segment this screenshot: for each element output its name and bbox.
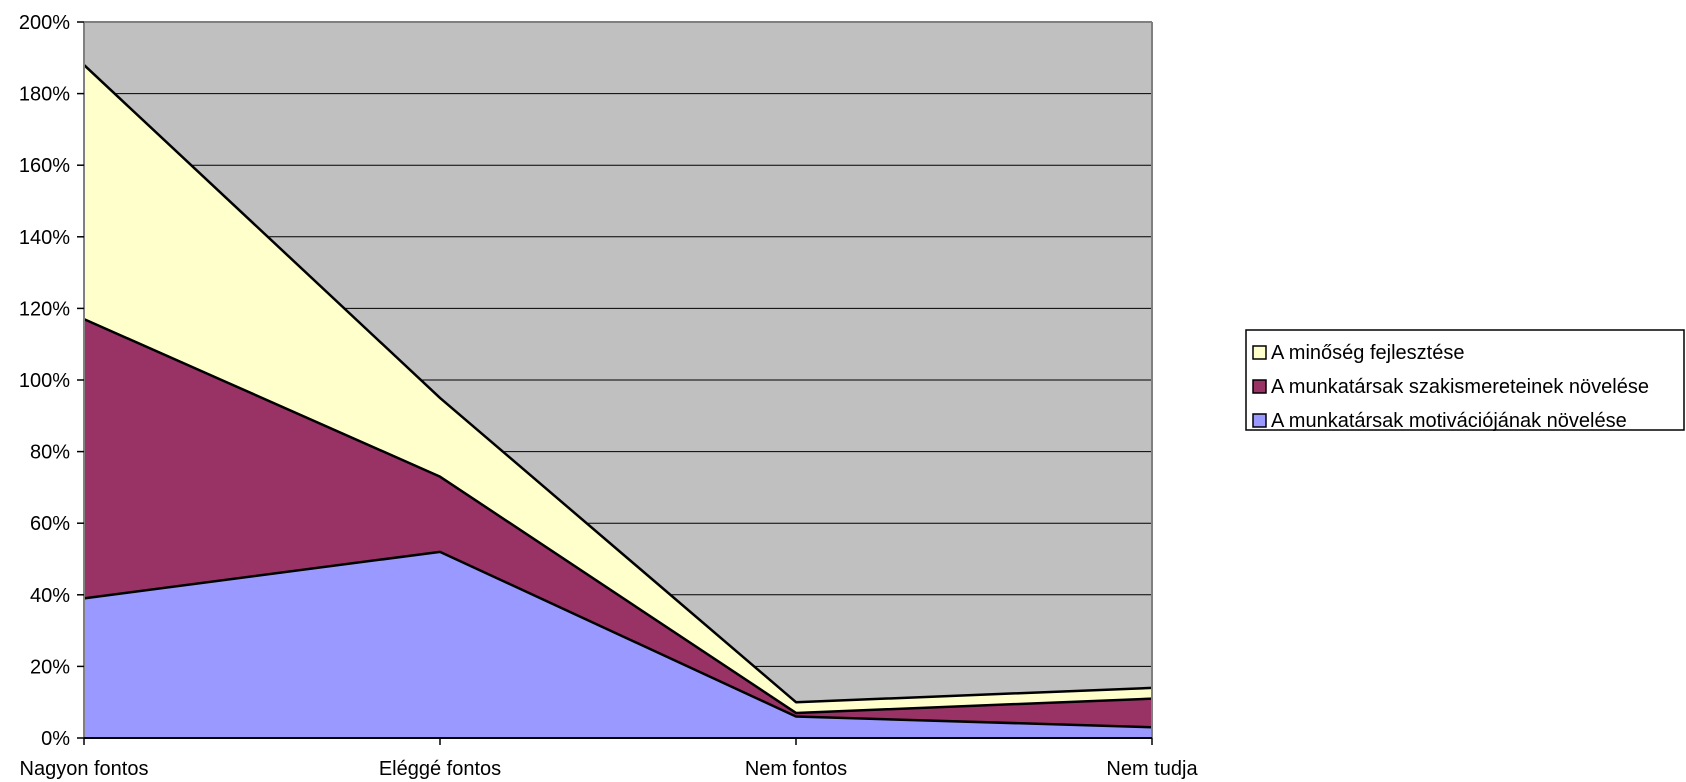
legend-label: A munkatársak motivációjának növelése bbox=[1271, 410, 1627, 432]
legend-swatch bbox=[1252, 379, 1267, 394]
area-series-3 bbox=[84, 64, 1152, 713]
y-tick-label: 160% bbox=[19, 155, 70, 177]
series-line-3 bbox=[83, 64, 1153, 704]
x-tick-label: Nem tudja bbox=[1106, 758, 1198, 780]
x-tick-label: Nagyon fontos bbox=[20, 758, 149, 780]
legend-label: A minőség fejlesztése bbox=[1271, 342, 1464, 364]
y-tick-label: 20% bbox=[30, 656, 70, 678]
legend-swatch bbox=[1252, 345, 1267, 360]
y-tick-label: 100% bbox=[19, 370, 70, 392]
y-tick-label: 60% bbox=[30, 513, 70, 535]
x-axis-tick-labels: Nagyon fontos Eléggé fontos Nem fontos Nem … bbox=[20, 758, 1199, 780]
y-tick-label: 200% bbox=[19, 12, 70, 34]
y-tick-label: 140% bbox=[19, 227, 70, 249]
y-tick-label: 180% bbox=[19, 84, 70, 106]
axes bbox=[77, 21, 1153, 745]
legend-label: A munkatársak szakismereteinek növelése bbox=[1271, 376, 1649, 398]
y-tick-label: 0% bbox=[41, 728, 70, 750]
series-areas bbox=[83, 64, 1153, 738]
y-tick-label: 80% bbox=[30, 442, 70, 464]
y-tick-label: 40% bbox=[30, 585, 70, 607]
area-series-1 bbox=[84, 551, 1152, 738]
legend-box bbox=[1245, 329, 1685, 431]
series-line-1 bbox=[83, 550, 1153, 729]
legend-swatch bbox=[1252, 413, 1267, 428]
y-axis-tick-labels: 0% 20% 40% 60% 80% 100% 120% 140% 160% 180% 200% bbox=[19, 12, 70, 750]
x-tick-label: Eléggé fontos bbox=[379, 758, 501, 780]
x-tick-label: Nem fontos bbox=[745, 758, 847, 780]
y-tick-label: 120% bbox=[19, 298, 70, 320]
series-line-2 bbox=[83, 317, 1153, 715]
area-series-2 bbox=[84, 319, 1152, 728]
legend: A minőség fejlesztése A munkatársak szaki… bbox=[1245, 329, 1685, 432]
